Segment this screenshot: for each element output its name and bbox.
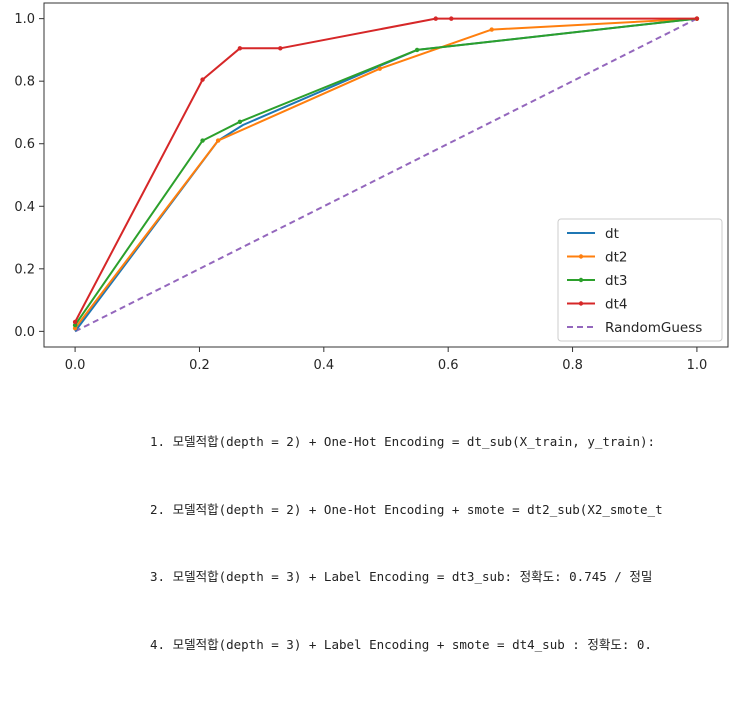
plot-frame xyxy=(43,2,729,348)
data-point-dt3 xyxy=(414,47,420,53)
data-point-dt3 xyxy=(72,322,78,328)
note-line: 1. 모델적합(depth = 2) + One-Hot Encoding = … xyxy=(150,434,656,449)
data-point-dt2 xyxy=(72,326,78,331)
legend-label: RandomGuess xyxy=(605,320,702,336)
legend-label: dt xyxy=(605,226,619,242)
x-tick-label: 0.0 xyxy=(65,358,86,373)
legend-box xyxy=(557,218,723,342)
roc-figure: 0.0 0.2 0.4 0.6 0.8 1.0 0.0 0.2 0.4 0.6 0.8 1.0 dt dt… xyxy=(14,2,729,652)
data-point-dt2 xyxy=(215,138,221,143)
x-tick-label: 1.0 xyxy=(687,358,708,373)
data-point-dt4 xyxy=(449,16,454,21)
data-point-dt4 xyxy=(200,77,205,82)
notes-block: 1. 모델적합(depth = 2) + One-Hot Encoding = … xyxy=(150,386,740,701)
data-point-dt4 xyxy=(694,16,700,21)
legend-marker xyxy=(578,277,584,283)
x-tick-label: 0.6 xyxy=(438,358,459,373)
y-tick-label: 1.0 xyxy=(14,12,35,27)
note-line: 3. 모델적합(depth = 3) + Label Encoding = dt… xyxy=(150,569,653,584)
note-line: 4. 모델적합(depth = 3) + Label Encoding + sm… xyxy=(150,636,652,652)
y-tick-label: 0.8 xyxy=(14,75,35,90)
legend-marker xyxy=(578,254,584,259)
legend-label: dt2 xyxy=(605,250,627,266)
note-line: 2. 모델적합(depth = 2) + One-Hot Encoding + … xyxy=(150,501,663,517)
legend-label: dt3 xyxy=(605,273,627,289)
data-point-dt4 xyxy=(278,46,283,51)
data-point-dt4 xyxy=(433,16,438,21)
data-point-dt3 xyxy=(237,119,243,125)
roc-chart: 0.0 0.2 0.4 0.6 0.8 1.0 0.0 0.2 0.4 0.6 0.8 1.0 dt dt… xyxy=(14,2,729,373)
y-tick-label: 0.2 xyxy=(14,262,35,277)
x-tick-label: 0.4 xyxy=(313,358,334,373)
y-tick-label: 0.4 xyxy=(14,200,35,215)
series-line-randomguess xyxy=(74,17,698,333)
x-tick-label: 0.2 xyxy=(189,358,210,373)
data-point-dt4 xyxy=(237,46,243,51)
data-point-dt2 xyxy=(489,27,494,32)
data-point-dt2 xyxy=(377,66,382,71)
y-tick-label: 0.0 xyxy=(14,325,35,340)
legend-label: dt4 xyxy=(605,297,627,313)
x-tick-label: 0.8 xyxy=(562,358,583,373)
legend-marker xyxy=(578,301,584,306)
data-point-dt4 xyxy=(72,319,78,325)
data-point-dt3 xyxy=(200,138,205,143)
y-tick-label: 0.6 xyxy=(14,137,35,152)
